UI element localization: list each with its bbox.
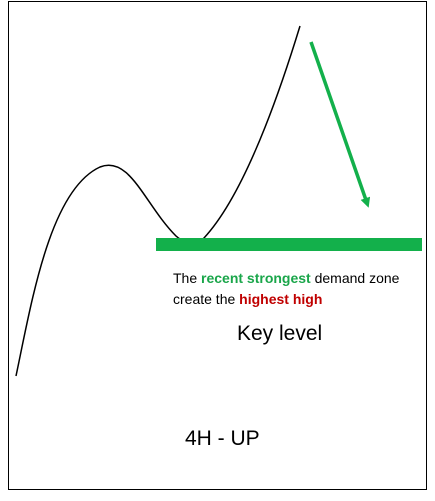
zone-description: The recent strongest demand zone create … [173, 268, 399, 310]
highest-high-highlight: highest high [239, 291, 323, 307]
key-level-label: Key level [237, 322, 323, 345]
description-line-1: The recent strongest demand zone [173, 268, 399, 289]
diagram-frame [8, 1, 427, 490]
timeframe-label: 4H - UP [185, 427, 260, 450]
recent-strongest-highlight: recent strongest [201, 270, 311, 286]
line1-suffix: demand zone [310, 270, 400, 286]
price-line [15, 25, 301, 377]
down-arrow [309, 41, 371, 208]
demand-zone-bar [156, 238, 422, 251]
line2-prefix: create the [173, 291, 240, 307]
description-line-2: create the highest high [173, 289, 399, 310]
line1-prefix: The [173, 270, 202, 286]
